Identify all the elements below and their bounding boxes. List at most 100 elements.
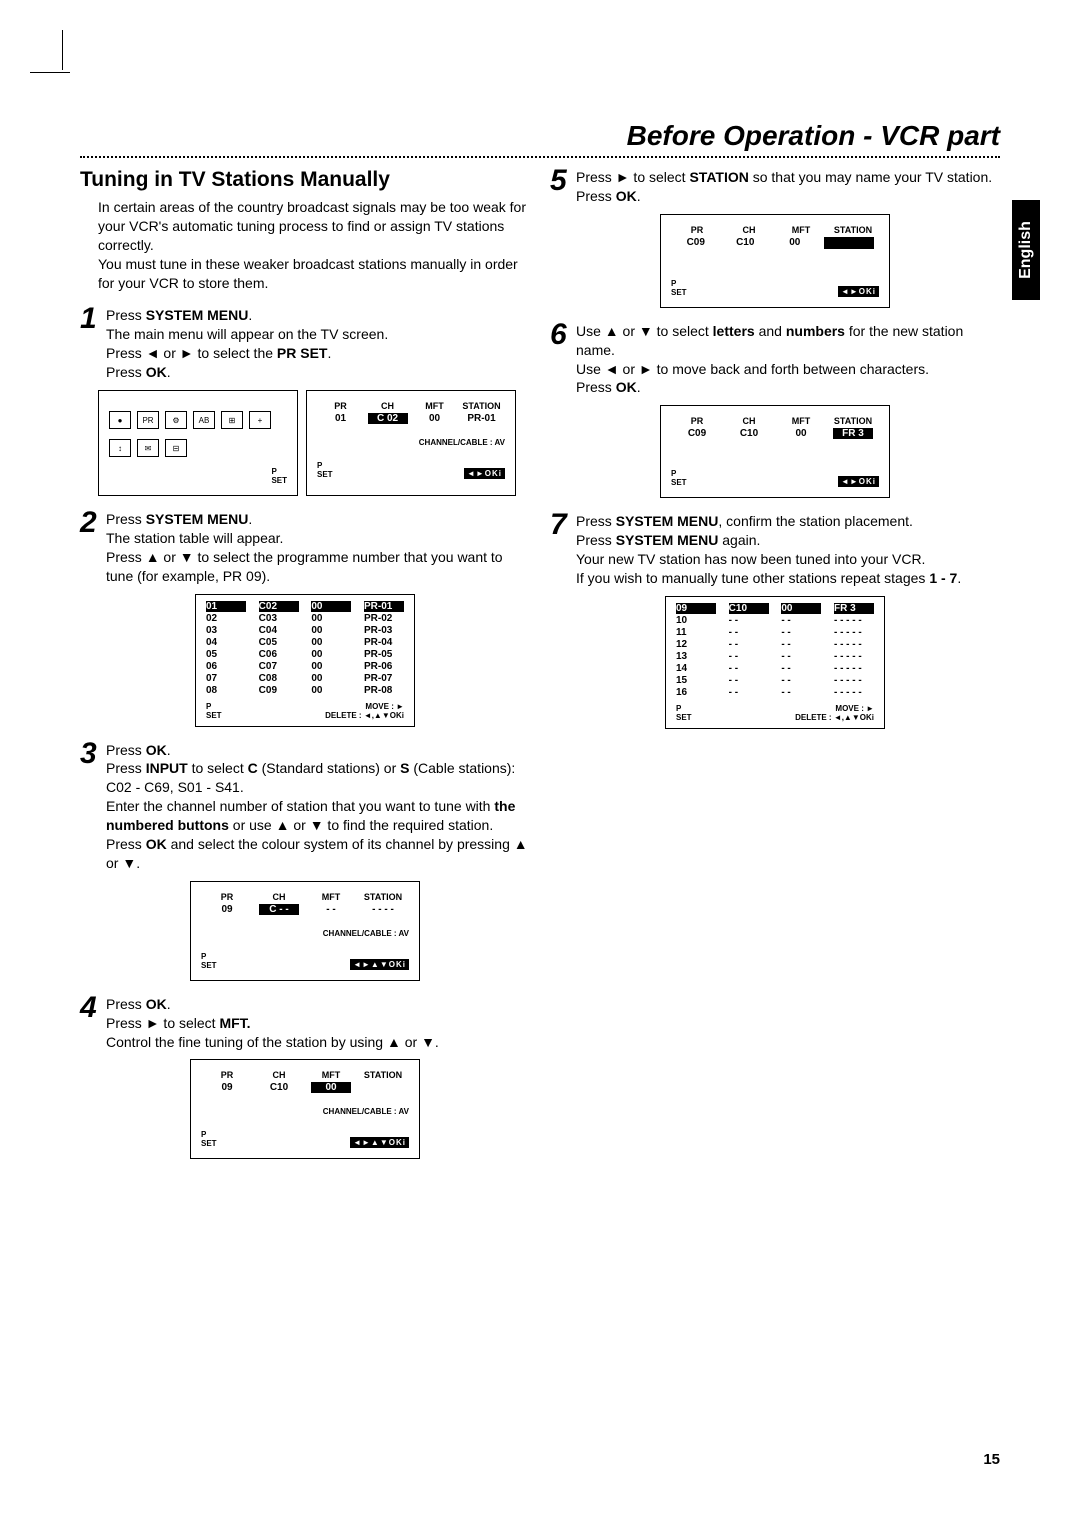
crop-mark [30,72,70,73]
step-text: Press OK. Press INPUT to select C (Stand… [106,741,530,873]
left-arrow-icon: ◄ [605,361,619,377]
txt: Control the fine tuning of the station b… [106,1034,387,1050]
table-cell: PR-08 [364,685,404,696]
txt: again. [718,532,760,548]
delete-label: DELETE : ◄,▲▼OKi [325,711,404,720]
val-ch: C10 [259,1082,299,1093]
rec-icon: ● [109,411,131,429]
txt: and select the colour system of its chan… [167,836,514,852]
down-arrow-icon: ▼ [421,1034,435,1050]
hdr-mft: MFT [781,225,821,235]
table-cell: 10 [676,615,716,626]
crop-mark [62,30,63,70]
table-row: 12- -- -- - - - - [676,639,874,650]
table-cell: 00 [311,613,351,624]
txt: and [755,323,786,339]
screen-footer: P SET ◄►▲▼OKi [201,952,409,970]
table-cell: 02 [206,613,246,624]
pset-label: PSET [271,467,287,485]
bold: letters [713,323,755,339]
val-pr: 09 [207,1082,247,1093]
table-cell: FR 3 [834,603,874,614]
val-station: FR 3 [833,428,873,439]
table-cell: - - - - - [834,651,874,662]
hdr-ch: CH [259,892,299,902]
table-cell: C05 [259,637,299,648]
table-row: 06C0700PR-06 [206,661,404,672]
bold: SYSTEM MENU [616,532,719,548]
right-arrow-icon: ► [639,361,653,377]
val-mft: - - [311,904,351,915]
txt: . [637,188,641,204]
table-cell: 11 [676,627,716,638]
step-6: 6 Use ▲ or ▼ to select letters and numbe… [550,322,1000,398]
table-cell: 06 [206,661,246,672]
txt: or [401,1034,421,1050]
txt: . [957,570,961,586]
up-arrow-icon: ▲ [387,1034,401,1050]
delete-label: DELETE : ◄,▲▼OKi [795,713,874,722]
tuning-screen-5: PR CH MFT STATION C09 C10 00 P SET ◄►OKi [660,214,890,308]
bold: PR SET [277,345,328,361]
txt: Press [106,549,146,565]
step-text: Press OK. Press ► to select MFT. Control… [106,995,530,1052]
table-row: 14- -- -- - - - - [676,663,874,674]
table-cell: - - [729,663,769,674]
table-cell: 00 [311,649,351,660]
table-row: 03C0400PR-03 [206,625,404,636]
txt: Enter the channel number of station that… [106,798,494,814]
txt: Press [106,307,146,323]
txt: . [136,855,140,871]
misc-icon: ↕ [109,439,131,457]
hdr-ch: CH [729,416,769,426]
txt: to select [160,1015,220,1031]
txt: or [160,549,180,565]
table-cell: 03 [206,625,246,636]
txt: or [619,323,639,339]
val-ch: C - - [259,904,299,915]
channel-cable-label: CHANNEL/CABLE : AV [317,438,505,447]
abc-icon: AB [193,411,215,429]
txt: . [435,1034,439,1050]
screen-header: PR CH MFT STATION [201,1070,409,1080]
step-text: Press ► to select STATION so that you ma… [576,168,1000,206]
left-arrow-icon: ◄ [146,345,160,361]
step-number: 2 [80,508,106,586]
channel-cable-label: CHANNEL/CABLE : AV [201,1107,409,1116]
right-arrow-icon: ► [616,169,630,185]
bold: OK [146,836,167,852]
hdr-station: STATION [462,401,502,411]
move-label: MOVE : ► [365,702,404,711]
nav-icons: ◄►▲▼OKi [350,1137,409,1148]
table-row: 01C0200PR-01 [206,601,404,612]
language-label: English [1017,221,1035,279]
txt: or use [229,817,276,833]
hdr-pr: PR [207,1070,247,1080]
down-arrow-icon: ▼ [180,549,194,565]
step-number: 6 [550,320,576,398]
screen-header: PR CH MFT STATION [317,401,505,411]
hdr-ch: CH [368,401,408,411]
step-text: Press SYSTEM MENU. The station table wil… [106,510,530,586]
hdr-mft: MFT [311,1070,351,1080]
table-cell: - - [781,651,821,662]
val-ch: C10 [729,428,769,439]
val-mft: 00 [781,428,821,439]
screen-footer: P SET ◄►OKi [671,279,879,297]
table-row: 02C0300PR-02 [206,613,404,624]
misc2-icon: ✉ [137,439,159,457]
table-row: 11- -- -- - - - - [676,627,874,638]
txt: Press [106,1015,146,1031]
table-cell: - - [729,687,769,698]
table-cell: C07 [259,661,299,672]
txt: . [167,996,171,1012]
txt: Press [576,379,616,395]
step-3: 3 Press OK. Press INPUT to select C (Sta… [80,741,530,873]
step-4: 4 Press OK. Press ► to select MFT. Contr… [80,995,530,1052]
table-cell: C06 [259,649,299,660]
hdr-mft: MFT [781,416,821,426]
txt: to select [188,760,248,776]
table-cell: - - [781,639,821,650]
txt: . [248,307,252,323]
table-cell: 12 [676,639,716,650]
